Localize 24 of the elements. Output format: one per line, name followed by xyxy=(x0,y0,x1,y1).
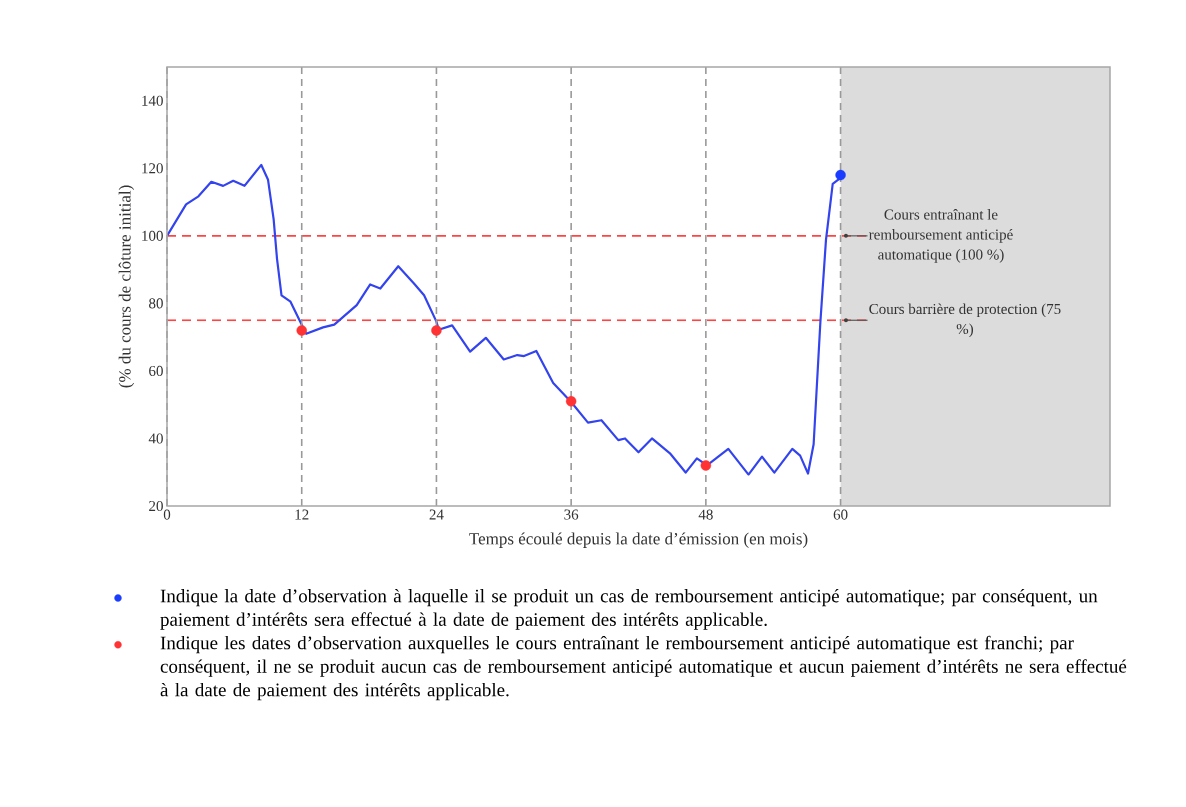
y-tick-label: 80 xyxy=(149,298,163,309)
x-tick-label: 24 xyxy=(429,509,444,520)
ref-line-label: Cours entraînant le remboursement anticipé automatique (100 %) xyxy=(869,209,1013,263)
y-tick-label: 100 xyxy=(142,230,163,241)
point xyxy=(835,169,846,181)
y-tick-label: 20 xyxy=(149,500,163,512)
legend-label: Indique la date d’observation à laquelle il se produit un cas de remboursement anticipé automatique; par conséquent, un paiement d’intérêts sera effectué à la date de paiement des intérêts applicable. xyxy=(160,589,1098,630)
legend-label: Indique les dates d’observation auxquelles le cours entraînant le remboursement anticipé automatique est franchi; par conséquent, il ne se produit aucun cas de remboursement anticipé automatique et aucun paiement d’intérêts ne sera effectué à la date de paiement des intérêts applicable. xyxy=(160,635,1127,701)
y-tick-label: 120 xyxy=(142,163,163,174)
x-tick-label: 0 xyxy=(163,509,171,520)
point xyxy=(565,396,577,407)
x-tick-label: 36 xyxy=(564,509,579,520)
y-axis-title: (% du cours de clôture initial) xyxy=(118,185,135,388)
y-tick-label: 40 xyxy=(148,433,163,444)
point xyxy=(431,325,442,336)
x-axis-title: Temps écoulé depuis la date d’émission (en mois) xyxy=(469,532,808,548)
y-tick-label: 140 xyxy=(142,95,163,106)
y-tick-label: 60 xyxy=(149,365,163,376)
point xyxy=(296,325,307,336)
x-tick-label: 60 xyxy=(833,509,848,520)
x-tick-label: 12 xyxy=(295,509,309,520)
point xyxy=(700,460,712,471)
x-tick-label: 48 xyxy=(698,509,713,520)
ref-line-label: Cours barrière de protection (75 %) xyxy=(869,303,1061,338)
